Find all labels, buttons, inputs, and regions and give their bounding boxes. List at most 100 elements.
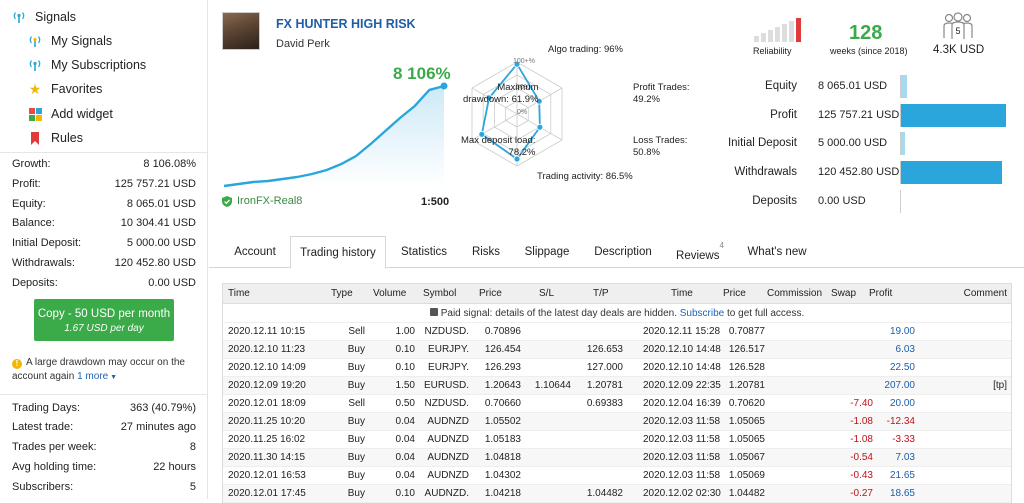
radar-label-max-drawdown: Maximum drawdown: 61.9% <box>463 82 539 105</box>
radar-point <box>513 155 521 163</box>
signal-author[interactable]: David Perk <box>276 38 330 50</box>
table-cell: Buy <box>347 488 365 499</box>
table-cell: 2020.11.25 10:20 <box>228 416 306 427</box>
copy-signal-button[interactable]: Copy - 50 USD per month 1.67 USD per day <box>34 299 174 341</box>
radar-label-loss-trades: Loss Trades: 50.8% <box>633 135 688 158</box>
table-cell: 2020.12.03 11:58 <box>643 416 721 427</box>
risk-radar-chart: 100+% 50% 0% <box>471 58 563 167</box>
tab-slippage[interactable]: Slippage <box>524 246 570 258</box>
bar-value: 120 452.80 USD <box>818 166 900 178</box>
column-header: Type <box>331 288 353 299</box>
drawdown-warning: ! A large drawdown may occur on the accou… <box>12 357 185 382</box>
sidebar-item-signals[interactable]: Signals <box>12 10 76 24</box>
table-cell: Buy <box>347 452 365 463</box>
shield-check-icon <box>222 195 232 207</box>
table-cell: 1.10644 <box>534 380 571 391</box>
table-cell: 1.04482 <box>586 488 623 499</box>
table-cell: 2020.12.03 11:58 <box>643 452 721 463</box>
table-cell: 0.70877 <box>728 326 765 337</box>
sidebar-item-label: Signals <box>35 10 76 24</box>
funds-value: 4.3K USD <box>933 44 985 56</box>
table-row[interactable]: 2020.12.10 11:23 Buy 0.10 EURJPY. 126.454 126… <box>223 341 1011 359</box>
bar-track <box>900 132 1008 155</box>
bar-fill <box>901 132 906 155</box>
stat-deposits: Deposits: 0.00 USD <box>12 277 196 289</box>
avatar[interactable] <box>222 12 260 50</box>
table-header: Time Type Volume Symbol Price S/L T/P Time Price… <box>223 284 1011 304</box>
tab-trading-history[interactable]: Trading history <box>290 236 386 269</box>
table-cell: 7.03 <box>895 452 915 463</box>
radar-point <box>478 130 486 138</box>
bar-value: 0.00 USD <box>818 195 866 207</box>
table-cell: 0.50 <box>395 398 415 409</box>
bar-track <box>900 161 1008 184</box>
growth-area <box>224 86 444 186</box>
table-row[interactable]: 2020.11.25 10:20 Buy 0.04 AUDNZD 1.05502 2020… <box>223 413 1011 431</box>
table-cell: 2020.12.10 11:23 <box>228 344 306 355</box>
table-cell: 1.05065 <box>728 416 765 427</box>
table-row[interactable]: 2020.12.01 16:53 Buy 0.04 AUDNZD 1.04302 2020… <box>223 467 1011 485</box>
table-cell: 126.293 <box>484 362 521 373</box>
sidebar-item-rules[interactable]: Rules <box>28 131 83 145</box>
stat-avg-holding-time: Avg holding time: 22 hours <box>12 461 196 473</box>
table-cell: 1.04302 <box>484 470 521 481</box>
table-cell: NZDUSD. <box>424 398 469 409</box>
table-cell: 1.05502 <box>484 416 521 427</box>
signal-title[interactable]: FX HUNTER HIGH RISK <box>276 17 416 31</box>
more-warnings-link[interactable]: 1 more <box>77 371 109 382</box>
tab-reviews[interactable]: Reviews4 <box>676 241 724 262</box>
divider <box>0 152 208 153</box>
column-header: Profit <box>869 288 893 299</box>
tab-description[interactable]: Description <box>594 246 652 258</box>
sidebar-item-my-subscriptions[interactable]: My Subscriptions <box>28 58 146 72</box>
signals-icon <box>12 10 26 24</box>
reviews-count-badge: 4 <box>719 241 724 250</box>
table-cell: 2020.11.30 14:15 <box>228 452 306 463</box>
table-cell: 2020.12.09 19:20 <box>228 380 306 391</box>
column-header: Symbol <box>423 288 457 299</box>
radar-tick-label: 0% <box>517 109 527 116</box>
my-signals-icon <box>28 34 42 48</box>
tab-risks[interactable]: Risks <box>471 246 501 258</box>
stat-subscribers: Subscribers: 5 <box>12 481 196 493</box>
weeks-label: weeks (since 2018) <box>830 46 908 56</box>
table-cell: 126.653 <box>586 344 623 355</box>
table-cell: Sell <box>348 398 365 409</box>
table-cell: 0.04 <box>395 470 415 481</box>
table-cell: 1.05065 <box>728 434 765 445</box>
subscribers-icon: 5 <box>943 12 973 39</box>
subscribe-link[interactable]: Subscribe <box>679 308 725 319</box>
tab-whats-new[interactable]: What's new <box>747 246 807 258</box>
table-cell: 22.50 <box>889 362 915 373</box>
table-row[interactable]: 2020.12.09 19:20 Buy 1.50 EURUSD. 1.20643 1.1… <box>223 377 1011 395</box>
table-row[interactable]: 2020.11.30 14:15 Buy 0.04 AUDNZD 1.04818 2020… <box>223 449 1011 467</box>
table-cell: AUDNZD <box>427 470 469 481</box>
table-row[interactable]: 2020.11.25 16:02 Buy 0.04 AUDNZD 1.05183 2020… <box>223 431 1011 449</box>
column-header: Time <box>228 288 250 299</box>
sidebar-item-my-signals[interactable]: My Signals <box>28 34 112 48</box>
tab-statistics[interactable]: Statistics <box>400 246 447 258</box>
table-cell: 126.454 <box>484 344 521 355</box>
radar-label-deposit-load: Max deposit load: 78.2% <box>461 135 536 158</box>
table-cell: 2020.12.01 17:45 <box>228 488 306 499</box>
table-cell: -0.43 <box>850 470 873 481</box>
tab-account[interactable]: Account <box>234 246 276 258</box>
sidebar-item-favorites[interactable]: ★ Favorites <box>28 81 103 97</box>
table-row[interactable]: 2020.12.11 10:15 Sell 1.00 NZDUSD. 0.70896 20… <box>223 323 1011 341</box>
table-cell: 2020.12.11 15:28 <box>643 326 721 337</box>
table-row[interactable]: 2020.12.10 14:09 Buy 0.10 EURJPY. 126.293 127… <box>223 359 1011 377</box>
weeks-value: 128 <box>849 22 883 44</box>
table-row[interactable]: 2020.12.01 17:45 Buy 0.10 AUDNZD. 1.04218 1.0… <box>223 485 1011 503</box>
table-cell: 1.04818 <box>484 452 521 463</box>
stat-profit: Profit: 125 757.21 USD <box>12 178 196 190</box>
sidebar-item-add-widget[interactable]: Add widget <box>28 107 113 121</box>
table-cell: 2020.12.03 11:58 <box>643 434 721 445</box>
bar-track <box>900 190 1008 213</box>
table-cell: -0.27 <box>850 488 873 499</box>
broker-server[interactable]: IronFX-Real8 <box>222 195 302 207</box>
table-cell: 0.04 <box>395 434 415 445</box>
table-row[interactable]: 2020.12.01 18:09 Sell 0.50 NZDUSD. 0.70660 0.… <box>223 395 1011 413</box>
table-cell: 126.517 <box>728 344 765 355</box>
sidebar-item-label: My Signals <box>51 34 113 48</box>
table-cell: -12.34 <box>886 416 915 427</box>
